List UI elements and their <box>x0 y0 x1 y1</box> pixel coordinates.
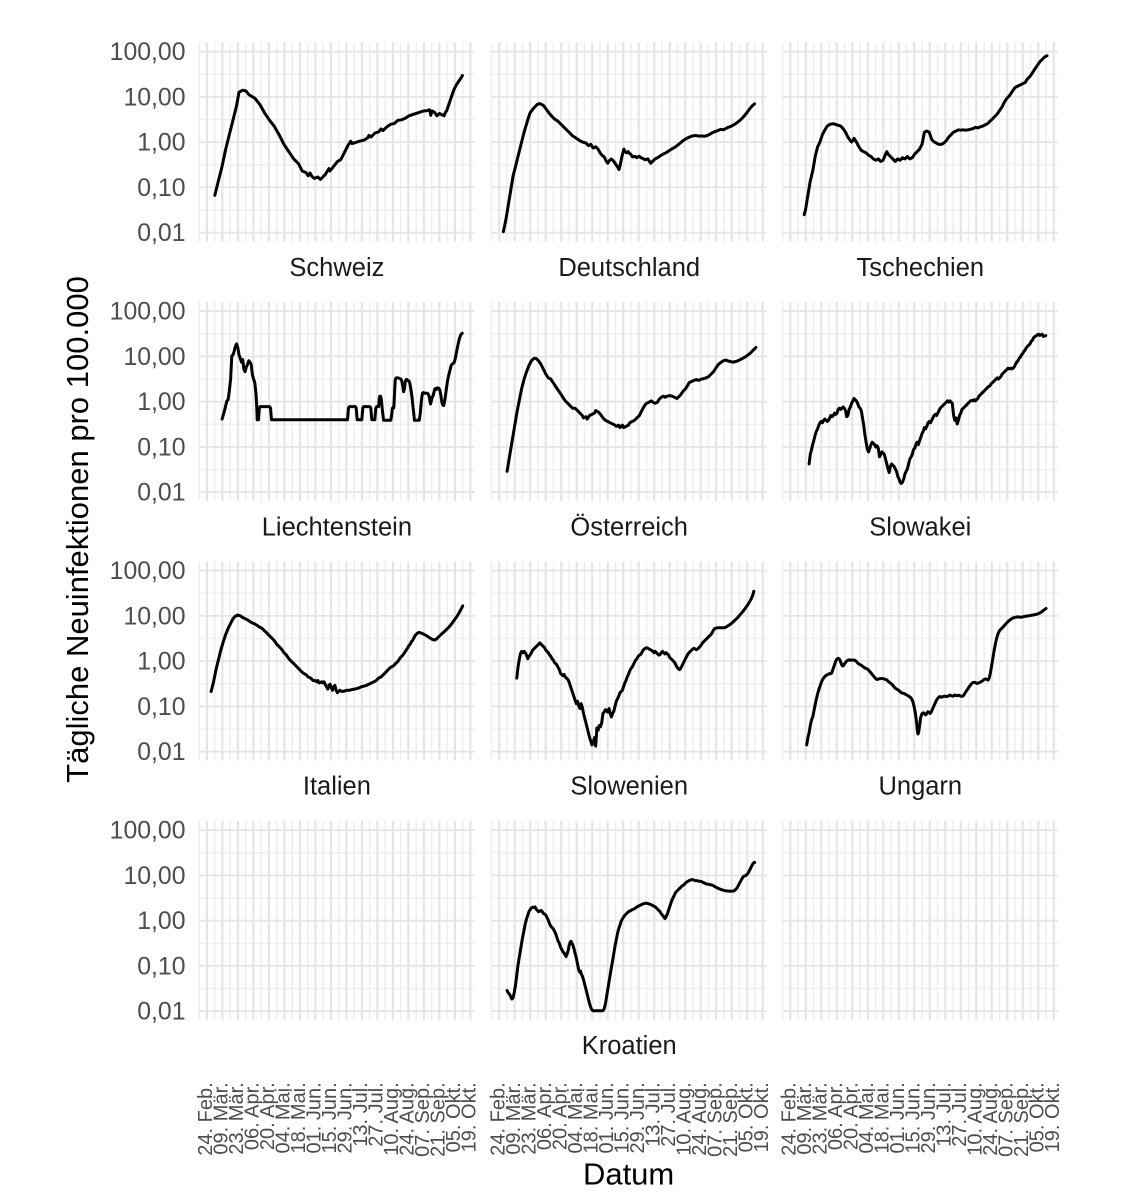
svg-text:Slowenien: Slowenien <box>570 773 688 801</box>
svg-text:13. Jul.: 13. Jul. <box>642 1082 664 1146</box>
svg-text:06. Apr.: 06. Apr. <box>534 1082 556 1150</box>
svg-text:20. Apr.: 20. Apr. <box>841 1082 863 1150</box>
svg-text:27. Jul.: 27. Jul. <box>366 1082 388 1146</box>
svg-text:Ungarn: Ungarn <box>878 773 962 801</box>
svg-text:24. Feb.: 24. Feb. <box>487 1082 509 1155</box>
svg-text:07. Sep.: 07. Sep. <box>996 1082 1018 1157</box>
svg-text:13. Jul.: 13. Jul. <box>350 1082 372 1146</box>
svg-text:05. Okt.: 05. Okt. <box>443 1082 465 1152</box>
svg-text:18. Mai.: 18. Mai. <box>872 1082 894 1153</box>
svg-text:07. Sep.: 07. Sep. <box>412 1082 434 1157</box>
svg-text:15. Jun.: 15. Jun. <box>611 1082 633 1153</box>
svg-text:0,01: 0,01 <box>137 220 185 247</box>
svg-text:10,00: 10,00 <box>123 84 185 111</box>
svg-text:Datum: Datum <box>583 1156 674 1191</box>
svg-text:04. Mai.: 04. Mai. <box>565 1082 587 1153</box>
svg-text:29. Jun.: 29. Jun. <box>335 1082 357 1153</box>
svg-text:06. Apr.: 06. Apr. <box>825 1082 847 1150</box>
svg-text:0,10: 0,10 <box>137 954 185 981</box>
svg-text:0,01: 0,01 <box>137 739 185 766</box>
svg-text:24. Feb.: 24. Feb. <box>779 1082 801 1155</box>
svg-text:100,00: 100,00 <box>110 558 186 585</box>
svg-text:0,10: 0,10 <box>137 175 185 202</box>
svg-text:18. Mai.: 18. Mai. <box>288 1082 310 1153</box>
svg-text:27. Jul.: 27. Jul. <box>949 1082 971 1146</box>
svg-text:Kroatien: Kroatien <box>582 1032 677 1060</box>
svg-text:23. Mär.: 23. Mär. <box>810 1082 832 1154</box>
svg-text:Slowakei: Slowakei <box>869 513 971 541</box>
svg-text:21. Sep.: 21. Sep. <box>1011 1082 1033 1157</box>
svg-text:21. Sep.: 21. Sep. <box>428 1082 450 1157</box>
svg-text:0,01: 0,01 <box>137 999 185 1026</box>
svg-text:1,00: 1,00 <box>137 389 185 416</box>
svg-text:10,00: 10,00 <box>123 604 185 631</box>
svg-text:19. Okt.: 19. Okt. <box>1042 1082 1064 1152</box>
svg-text:100,00: 100,00 <box>110 299 186 326</box>
svg-text:20. Apr.: 20. Apr. <box>549 1082 571 1150</box>
svg-text:Deutschland: Deutschland <box>558 254 700 282</box>
svg-text:24. Aug.: 24. Aug. <box>397 1082 419 1155</box>
svg-text:09. Mär.: 09. Mär. <box>211 1082 233 1154</box>
svg-text:29. Jun.: 29. Jun. <box>627 1082 649 1153</box>
svg-text:0,10: 0,10 <box>137 694 185 721</box>
svg-text:13. Jul.: 13. Jul. <box>934 1082 956 1146</box>
svg-text:24. Aug.: 24. Aug. <box>689 1082 711 1155</box>
svg-text:05. Okt.: 05. Okt. <box>1027 1082 1049 1152</box>
svg-text:20. Apr.: 20. Apr. <box>257 1082 279 1150</box>
svg-text:29. Jun.: 29. Jun. <box>918 1082 940 1153</box>
svg-text:06. Apr.: 06. Apr. <box>242 1082 264 1150</box>
svg-text:04. Mai.: 04. Mai. <box>273 1082 295 1153</box>
svg-text:23. Mär.: 23. Mär. <box>518 1082 540 1154</box>
svg-text:10. Aug.: 10. Aug. <box>381 1082 403 1155</box>
svg-text:01. Jun.: 01. Jun. <box>596 1082 618 1153</box>
svg-text:09. Mär.: 09. Mär. <box>503 1082 525 1154</box>
svg-text:05. Okt.: 05. Okt. <box>735 1082 757 1152</box>
svg-text:10,00: 10,00 <box>123 863 185 890</box>
svg-text:01. Jun.: 01. Jun. <box>887 1082 909 1153</box>
svg-text:Italien: Italien <box>303 773 371 801</box>
svg-text:10. Aug.: 10. Aug. <box>965 1082 987 1155</box>
svg-text:Liechtenstein: Liechtenstein <box>262 513 412 541</box>
svg-text:24. Aug.: 24. Aug. <box>980 1082 1002 1155</box>
svg-text:07. Sep.: 07. Sep. <box>704 1082 726 1157</box>
svg-text:Österreich: Österreich <box>570 513 688 541</box>
svg-text:19. Okt.: 19. Okt. <box>751 1082 773 1152</box>
svg-text:Schweiz: Schweiz <box>289 254 384 282</box>
svg-text:0,10: 0,10 <box>137 435 185 462</box>
svg-text:Tägliche Neuinfektionen pro 10: Tägliche Neuinfektionen pro 100.000 <box>60 276 95 783</box>
svg-text:15. Jun.: 15. Jun. <box>903 1082 925 1153</box>
svg-text:01. Jun.: 01. Jun. <box>304 1082 326 1153</box>
svg-text:15. Jun.: 15. Jun. <box>319 1082 341 1153</box>
svg-text:04. Mai.: 04. Mai. <box>856 1082 878 1153</box>
svg-text:10. Aug.: 10. Aug. <box>673 1082 695 1155</box>
svg-text:0,01: 0,01 <box>137 480 185 507</box>
svg-text:10,00: 10,00 <box>123 344 185 371</box>
svg-text:Tschechien: Tschechien <box>857 254 985 282</box>
svg-text:23. Mär.: 23. Mär. <box>226 1082 248 1154</box>
svg-text:1,00: 1,00 <box>137 649 185 676</box>
svg-text:21. Sep.: 21. Sep. <box>720 1082 742 1157</box>
svg-text:09. Mär.: 09. Mär. <box>794 1082 816 1154</box>
svg-text:1,00: 1,00 <box>137 908 185 935</box>
svg-text:19. Okt.: 19. Okt. <box>459 1082 481 1152</box>
svg-text:27. Jul.: 27. Jul. <box>658 1082 680 1146</box>
svg-text:1,00: 1,00 <box>137 130 185 157</box>
svg-text:24. Feb.: 24. Feb. <box>195 1082 217 1155</box>
svg-text:18. Mai.: 18. Mai. <box>580 1082 602 1153</box>
svg-text:100,00: 100,00 <box>110 818 186 845</box>
svg-text:100,00: 100,00 <box>110 39 186 66</box>
